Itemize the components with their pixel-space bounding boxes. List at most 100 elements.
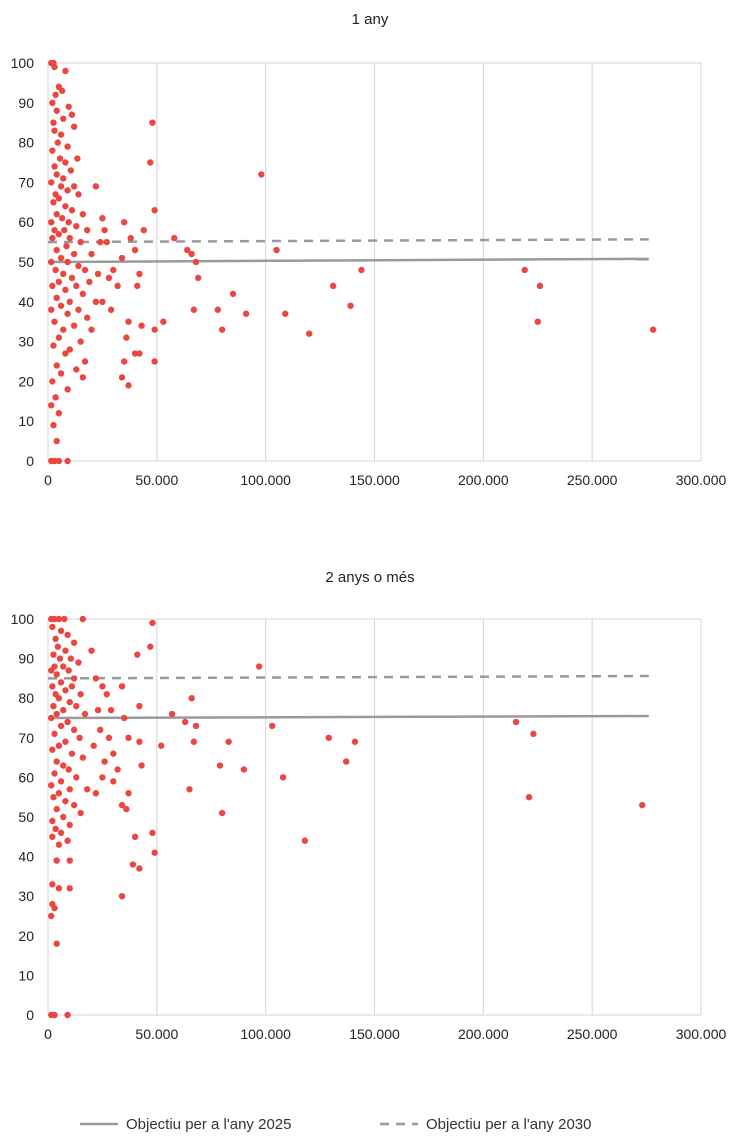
y-tick-label: 30: [18, 334, 34, 350]
scatter-point: [140, 226, 147, 234]
scatter-point: [57, 722, 65, 730]
scatter-point: [50, 794, 57, 801]
scatter-point: [64, 187, 71, 194]
scatter-point: [118, 801, 126, 809]
grid: [47, 618, 702, 1016]
scatter-point: [125, 734, 132, 741]
chart-2-anys-o-mes: 2 anys o més 0 50.000 100.000 150.000 200.00…: [11, 569, 727, 1042]
scatter-point: [131, 833, 139, 840]
scatter-point: [55, 278, 63, 286]
scatter-point: [536, 282, 544, 290]
x-tick-label: 250.000: [567, 472, 618, 488]
scatter-point: [60, 813, 67, 821]
scatter-point: [306, 330, 313, 337]
scatter-point: [282, 310, 289, 317]
scatter-point: [351, 738, 359, 745]
scatter-point: [53, 211, 60, 218]
scatter-point: [97, 238, 104, 246]
scatter-point: [88, 326, 95, 333]
scatter-point: [62, 738, 69, 745]
scatter-point: [70, 639, 78, 646]
scatter-point: [92, 675, 100, 682]
scatter-point: [48, 306, 55, 313]
scatter-point: [229, 290, 237, 298]
scatter-point: [218, 326, 226, 333]
y-tick-label: 20: [18, 928, 34, 944]
scatter-point: [194, 274, 202, 282]
scatter-point: [171, 234, 178, 242]
scatter-point: [218, 809, 226, 817]
scatter-point: [51, 63, 58, 71]
scatter-point: [65, 766, 72, 773]
scatter-point: [168, 710, 176, 718]
scatter-point: [48, 179, 55, 186]
scatter-point: [101, 758, 108, 765]
scatter-point: [58, 87, 66, 95]
x-tick-label: 200.000: [458, 1026, 509, 1042]
scatter-point: [51, 127, 58, 134]
scatter-point: [77, 809, 84, 817]
scatter-point: [73, 282, 80, 290]
scatter-point: [138, 322, 145, 329]
scatter-point: [347, 302, 354, 309]
scatter-point: [55, 457, 63, 465]
scatter-point: [75, 659, 82, 666]
x-tick-label: 50.000: [135, 472, 178, 488]
scatter-point: [118, 254, 126, 262]
x-tick-label: 300.000: [676, 472, 727, 488]
scatter-point: [134, 651, 141, 658]
scatter-point: [186, 786, 193, 793]
scatter-point: [301, 837, 309, 844]
target-line-2030: [47, 238, 649, 244]
scatter-point: [64, 718, 71, 726]
scatter-point: [63, 242, 70, 250]
x-tick-label: 300.000: [676, 1026, 727, 1042]
scatter-point: [70, 801, 78, 809]
scatter-point: [48, 912, 55, 920]
y-tick-label: 10: [18, 967, 34, 983]
scatter-point: [105, 734, 113, 741]
y-tick-label: 30: [18, 888, 34, 904]
x-tick-label: 0: [44, 472, 52, 488]
scatter-point: [149, 829, 156, 837]
scatter-point: [94, 706, 102, 714]
scatter-point: [51, 163, 58, 170]
scatter-point: [53, 940, 60, 947]
scatter-point: [149, 619, 156, 627]
scatter-point: [329, 282, 337, 290]
x-tick-label: 100.000: [240, 1026, 291, 1042]
scatter-point: [52, 266, 59, 274]
scatter-point: [125, 318, 132, 325]
scatter-point: [48, 782, 55, 789]
scatter-point: [56, 655, 64, 662]
scatter-point: [90, 742, 97, 749]
scatter-point: [110, 778, 117, 785]
scatter-point: [81, 266, 89, 274]
scatter-point: [49, 378, 56, 385]
chart-title: 1 any: [352, 11, 389, 28]
scatter-point: [105, 274, 113, 282]
scatter-point: [92, 183, 100, 190]
scatter-point: [55, 230, 63, 238]
scatter-point: [99, 774, 106, 781]
scatter-point: [649, 326, 657, 333]
y-tick-label: 70: [18, 174, 34, 190]
scatter-point: [52, 635, 59, 642]
scatter-point: [60, 762, 67, 769]
scatter-point: [53, 294, 60, 302]
scatter-point: [60, 326, 67, 333]
scatter-point: [512, 718, 520, 726]
scatter-point: [129, 861, 137, 868]
scatter-point: [149, 119, 156, 126]
scatter-point: [73, 702, 80, 710]
scatter-point: [54, 643, 61, 650]
y-tick-label: 90: [18, 651, 34, 667]
scatter-point: [160, 318, 167, 325]
scatter-point: [49, 746, 56, 753]
scatter-point: [530, 730, 537, 738]
scatter-point: [118, 374, 126, 381]
scatter-point: [79, 374, 87, 381]
target-line-2025: [47, 257, 649, 264]
scatter-point: [123, 334, 130, 341]
scatter-point: [67, 167, 75, 174]
